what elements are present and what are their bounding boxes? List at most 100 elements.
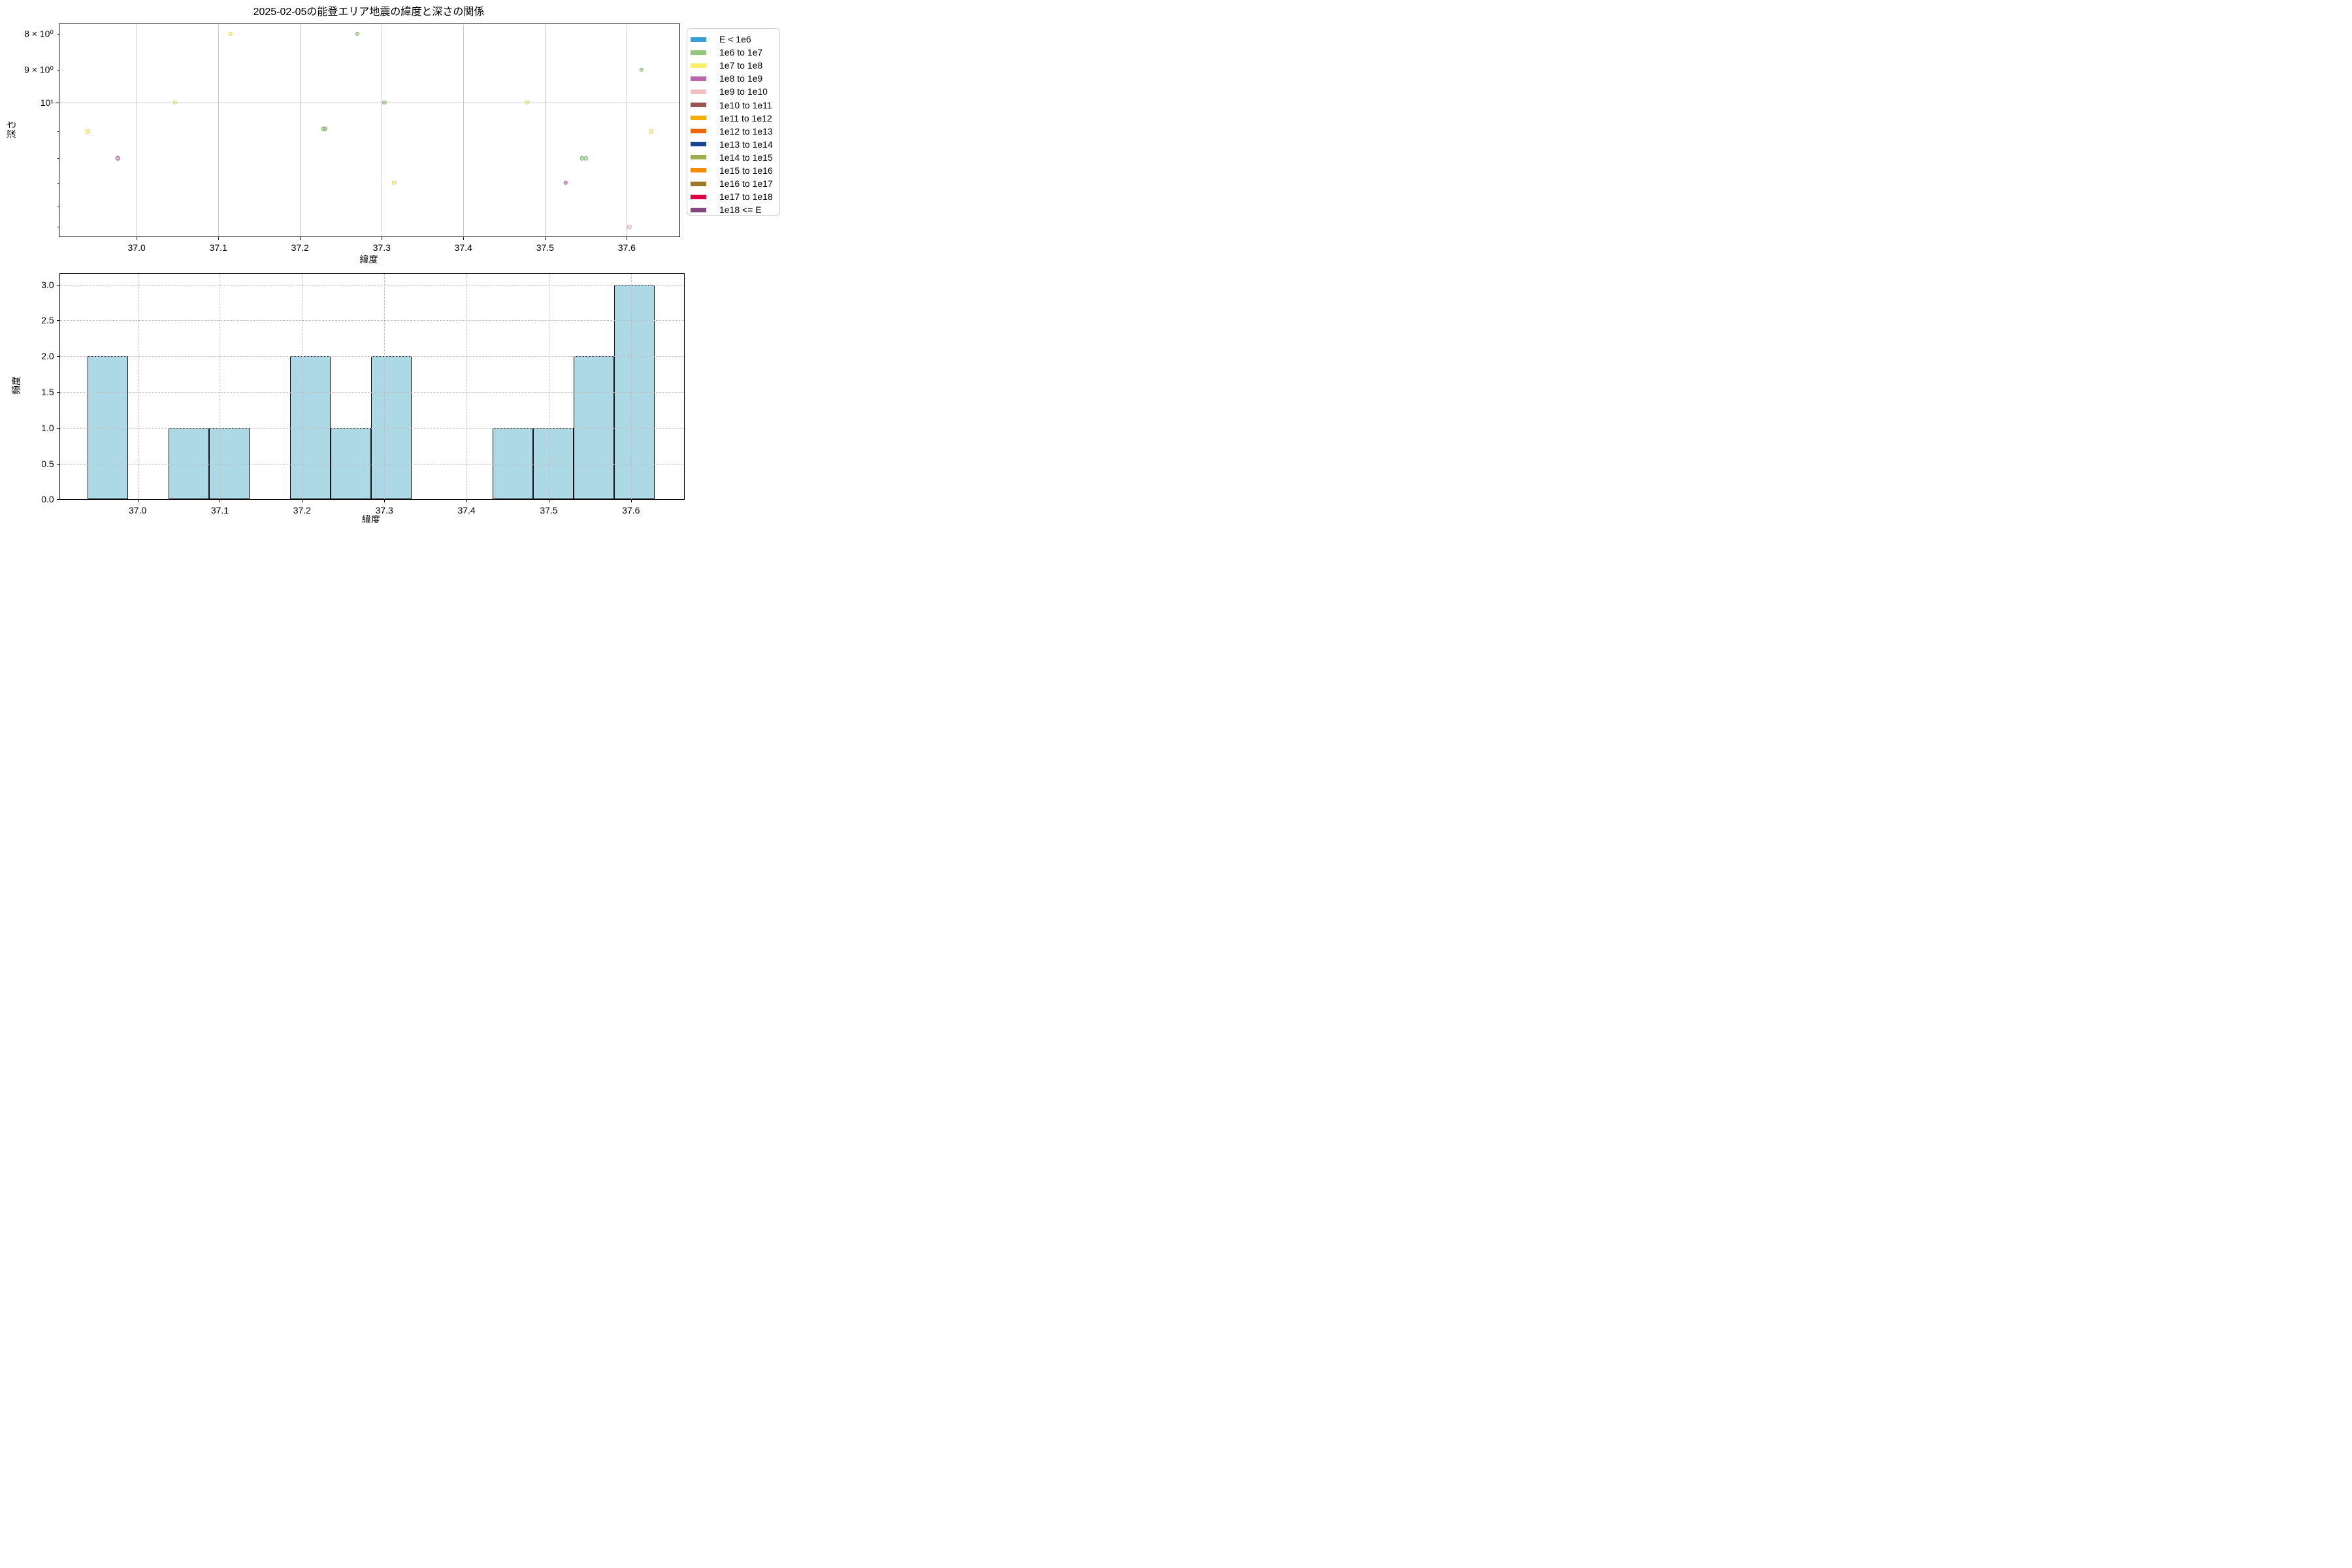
x-tick-label: 37.0 <box>127 242 146 253</box>
legend-label: 1e6 to 1e7 <box>719 47 763 58</box>
gridline-horizontal-dashed <box>59 463 684 465</box>
legend-label: E < 1e6 <box>719 34 751 45</box>
legend-item: 1e11 to 1e12 <box>691 112 779 125</box>
histogram-bar <box>331 427 372 500</box>
legend-label: 1e12 to 1e13 <box>719 125 773 137</box>
histogram-bar <box>533 427 574 500</box>
legend-label: 1e16 to 1e17 <box>719 178 773 189</box>
y-tick-mark <box>57 33 59 35</box>
x-tick-mark <box>137 499 139 503</box>
legend-swatch <box>691 116 706 121</box>
gridline-vertical-dashed <box>466 274 468 500</box>
scatter-point <box>525 100 530 105</box>
legend-swatch <box>691 155 706 160</box>
legend-item: 1e17 to 1e18 <box>691 190 779 203</box>
gridline-vertical <box>463 24 465 237</box>
scatter-y-axis-label: 深さ <box>7 120 17 139</box>
scatter-point <box>580 156 584 161</box>
legend-label: 1e9 to 1e10 <box>719 86 768 97</box>
legend-swatch <box>691 89 706 94</box>
x-tick-label: 37.6 <box>622 505 640 516</box>
x-tick-label: 37.3 <box>375 505 393 516</box>
y-tick-mark <box>56 320 60 321</box>
gridline-vertical <box>300 24 301 237</box>
histogram-bar <box>574 356 615 500</box>
y-tick-mark <box>56 427 60 429</box>
legend-item: 1e12 to 1e13 <box>691 125 779 138</box>
scatter-point <box>649 129 654 134</box>
y-minor-tick-mark <box>57 158 59 159</box>
gridline-horizontal-dashed <box>59 320 684 321</box>
legend-label: 1e8 to 1e9 <box>719 73 763 84</box>
histogram-bar <box>493 427 534 500</box>
scatter-point <box>323 126 328 131</box>
scatter-point <box>116 156 120 161</box>
scatter-point <box>583 156 589 161</box>
legend-swatch <box>691 129 706 134</box>
y-tick-mark <box>56 499 60 500</box>
scatter-x-axis-label: 緯度 <box>359 253 378 265</box>
scatter-point <box>391 180 397 186</box>
chart-title: 2025-02-05の能登エリア地震の緯度と深さの関係 <box>253 7 485 18</box>
legend-item: 1e14 to 1e15 <box>691 151 779 164</box>
y-tick-label: 1.0 <box>41 422 54 433</box>
legend-swatch <box>691 50 706 55</box>
x-tick-label: 37.5 <box>540 505 558 516</box>
x-tick-label: 37.3 <box>372 242 391 253</box>
y-minor-tick-mark <box>57 131 59 133</box>
figure: 2025-02-05の能登エリア地震の緯度と深さの関係 37.0 37.1 37.2… <box>0 0 784 523</box>
y-tick-label: 2.5 <box>41 315 54 326</box>
histogram-bar <box>88 356 129 500</box>
gridline-horizontal-dashed <box>59 284 684 286</box>
x-tick-label: 37.1 <box>210 505 229 516</box>
y-tick-label: 1.5 <box>41 387 54 397</box>
legend-label: 1e15 to 1e16 <box>719 165 773 176</box>
histogram-y-axis-label: 頻度 <box>11 376 22 395</box>
scatter-plot-area: 37.0 37.1 37.2 37.3 37.4 37.5 37.6 8 × 10⁰ 9 × 1… <box>24 23 680 253</box>
legend-swatch <box>691 63 706 68</box>
y-tick-label: 9 × 10⁰ <box>24 64 54 75</box>
legend-item: 1e16 to 1e17 <box>691 177 779 190</box>
legend-swatch <box>691 37 706 42</box>
y-tick-mark <box>56 392 60 393</box>
legend-label: 1e18 <= E <box>719 204 762 216</box>
gridline-vertical <box>545 24 546 237</box>
y-tick-label: 3.0 <box>41 279 54 290</box>
legend-label: 1e7 to 1e8 <box>719 60 763 71</box>
x-tick-label: 37.6 <box>617 242 636 253</box>
histogram-bar <box>290 356 331 500</box>
x-tick-label: 37.5 <box>536 242 554 253</box>
legend-label: 1e13 to 1e14 <box>719 139 773 150</box>
y-tick-mark <box>56 284 60 286</box>
legend-label: 1e14 to 1e15 <box>719 152 773 163</box>
gridline-vertical-dashed <box>384 274 385 500</box>
legend-label: 1e11 to 1e12 <box>719 112 772 123</box>
legend: E < 1e6 1e6 to 1e7 1e7 to 1e8 1e8 to 1e9 1e9… <box>687 28 780 216</box>
histogram-bar <box>169 427 210 500</box>
y-tick-label: 2.0 <box>41 351 54 362</box>
scatter-point <box>85 129 90 134</box>
scatter-point <box>563 180 568 186</box>
y-minor-tick-mark <box>57 182 59 184</box>
histogram-bar <box>371 356 412 500</box>
legend-item: 1e13 to 1e14 <box>691 138 779 151</box>
legend-swatch <box>691 103 706 108</box>
y-tick-label: 0.0 <box>41 494 54 505</box>
x-tick-label: 37.0 <box>129 505 147 516</box>
histogram-x-axis-label: 緯度 <box>362 514 380 523</box>
x-tick-mark <box>384 499 385 503</box>
x-tick-label: 37.4 <box>457 505 476 516</box>
legend-item: 1e15 to 1e16 <box>691 164 779 177</box>
legend-item: 1e9 to 1e10 <box>691 85 779 98</box>
y-tick-mark <box>56 356 60 357</box>
legend-item: E < 1e6 <box>691 33 779 46</box>
x-tick-mark <box>463 236 465 240</box>
legend-swatch <box>691 76 706 81</box>
legend-swatch <box>691 168 706 173</box>
gridline-vertical-dashed <box>630 274 632 500</box>
scatter-point <box>355 31 359 36</box>
legend-item: 1e7 to 1e8 <box>691 59 779 72</box>
y-tick-mark <box>57 69 59 71</box>
scatter-point <box>228 31 233 36</box>
y-tick-label: 0.5 <box>41 458 54 469</box>
